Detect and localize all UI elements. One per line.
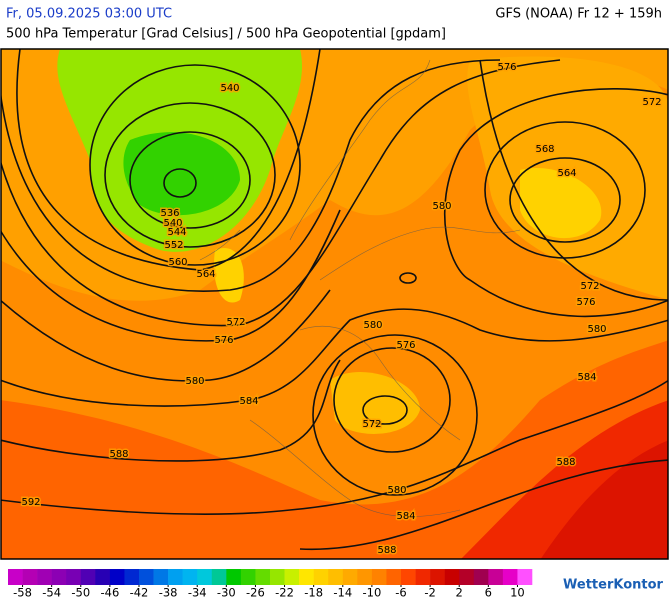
colorbar-label: -18 <box>304 586 323 600</box>
colorbar-label: -42 <box>130 586 149 600</box>
colorbar-label: -50 <box>71 586 90 600</box>
colorbar-swatch <box>459 569 475 585</box>
contour-label: 584 <box>577 372 596 383</box>
contour-label: 572 <box>226 317 245 328</box>
colorbar-swatch <box>211 569 227 585</box>
colorbar-swatch <box>401 569 416 585</box>
contour-label: 568 <box>535 144 554 155</box>
colorbar-swatch <box>342 569 358 585</box>
colorbar-swatch <box>51 569 67 585</box>
colorbar-swatch <box>488 569 504 585</box>
colorbar-label: -58 <box>13 586 32 600</box>
colorbar-label: -10 <box>362 586 381 600</box>
colorbar-swatch <box>66 569 82 585</box>
colorbar-swatch <box>371 569 387 585</box>
colorbar-swatch <box>109 569 125 585</box>
colorbar-swatch <box>226 569 242 585</box>
colorbar-swatch <box>430 569 445 585</box>
colorbar-swatch <box>415 569 431 585</box>
colorbar-swatch <box>22 569 38 585</box>
contour-label: 552 <box>164 240 183 251</box>
date-time: Fr, 05.09.2025 03:00 UTC <box>6 7 172 22</box>
colorbar-label: -54 <box>42 586 61 600</box>
colorbar-swatch <box>502 569 518 585</box>
contour-label: 580 <box>185 376 204 387</box>
contour-label: 564 <box>557 168 576 179</box>
colorbar-label: -30 <box>217 586 236 600</box>
colorbar-swatch <box>357 569 373 585</box>
colorbar-swatch <box>284 569 300 585</box>
colorbar-swatch <box>153 569 169 585</box>
colorbar-label: -6 <box>395 586 406 600</box>
colorbar-label: 6 <box>485 586 492 600</box>
contour-label: 540 <box>220 83 239 94</box>
colorbar: -58 -54 -50 -46 -42 -38 -34 -30 -26 -22 -18 -14 -10-… <box>8 569 533 600</box>
colorbar-swatch <box>270 569 285 585</box>
colorbar-swatch <box>168 569 183 585</box>
contour-label: 572 <box>642 97 661 108</box>
colorbar-label: 2 <box>456 586 463 600</box>
colorbar-label: -38 <box>159 586 178 600</box>
colorbar-swatch <box>37 569 52 585</box>
colorbar-swatch <box>139 569 154 585</box>
colorbar-label: -46 <box>100 586 119 600</box>
contour-label: 588 <box>556 457 575 468</box>
colorbar-swatch <box>8 569 23 585</box>
contour-label: 584 <box>239 396 258 407</box>
contour-label: 588 <box>377 545 396 556</box>
subtitle: 500 hPa Temperatur [Grad Celsius] / 500 … <box>6 27 446 42</box>
contour-label: 588 <box>109 449 128 460</box>
colorbar-swatch <box>255 569 271 585</box>
colorbar-swatch <box>328 569 344 585</box>
colorbar-swatch <box>182 569 198 585</box>
colorbar-swatch <box>197 569 213 585</box>
contour-label: 560 <box>168 257 187 268</box>
colorbar-swatch <box>240 569 256 585</box>
contour-label: 564 <box>196 269 215 280</box>
contour-label: 580 <box>432 201 451 212</box>
map: 5405365405445525605645725765805845885925… <box>0 48 669 560</box>
contour-label: 576 <box>396 340 415 351</box>
colorbar-label: -34 <box>188 586 207 600</box>
colorbar-swatch <box>95 569 111 585</box>
contour-label: 576 <box>497 62 516 73</box>
colorbar-swatch <box>124 569 140 585</box>
contour-label: 576 <box>576 297 595 308</box>
contour-label: 580 <box>587 324 606 335</box>
colorbar-swatch <box>313 569 329 585</box>
colorbar-label: -2 <box>424 586 435 600</box>
colorbar-label: -26 <box>246 586 265 600</box>
contour-label: 540 <box>163 218 182 229</box>
contour-label: 576 <box>214 335 233 346</box>
colorbar-swatch <box>299 569 314 585</box>
colorbar-label: -14 <box>333 586 352 600</box>
contour-label: 584 <box>396 511 415 522</box>
colorbar-swatch <box>473 569 489 585</box>
model-run: GFS (NOAA) Fr 12 + 159h <box>495 7 662 22</box>
colorbar-swatch <box>517 569 533 585</box>
colorbar-swatch <box>386 569 402 585</box>
colorbar-swatch <box>80 569 96 585</box>
contour-label: 536 <box>160 208 179 219</box>
contour-label: 572 <box>362 419 381 430</box>
contour-label: 544 <box>167 227 186 238</box>
colorbar-label: -22 <box>275 586 294 600</box>
colorbar-swatch <box>444 569 460 585</box>
contour-label: 580 <box>363 320 382 331</box>
contour-label: 592 <box>21 497 40 508</box>
logo: WetterKontor <box>563 578 664 593</box>
colorbar-label: 10 <box>510 586 525 600</box>
contour-label: 580 <box>387 485 406 496</box>
contour-label: 572 <box>580 281 599 292</box>
